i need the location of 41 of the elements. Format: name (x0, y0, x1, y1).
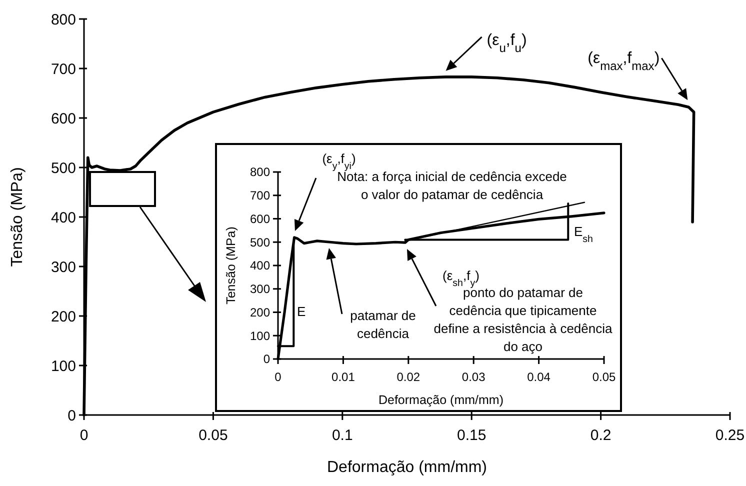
annotation: (ε$_{u}$,f$_{u}$) (486, 32, 527, 55)
y-tick-label: 600 (250, 212, 270, 226)
annotation: E (297, 304, 306, 319)
y-tick-label: 500 (250, 235, 270, 250)
y-tick-label: 0 (263, 352, 270, 366)
x-tick-label: 0.05 (592, 370, 616, 384)
annotation: (ε$_{max}$,f$_{max}$) (588, 50, 660, 74)
annotation: patamar de cedência (350, 308, 416, 341)
y-tick-label: 100 (250, 328, 270, 343)
x-tick-label: 0.05 (198, 427, 228, 444)
x-tick-label: 0.15 (457, 427, 486, 444)
x-axis-title: Deformação (mm/mm) (326, 459, 488, 476)
y-tick-label: 800 (250, 165, 270, 180)
y-tick-label: 400 (250, 258, 270, 273)
annotation: (ε$_{y}$,f$_{yi}$) (322, 151, 356, 172)
x-tick-label: 0 (274, 370, 282, 384)
x-axis-title: Deformação (mm/mm) (378, 393, 504, 407)
y-tick-label: 200 (50, 308, 76, 326)
y-tick-label: 200 (250, 305, 270, 320)
y-axis-title: Tensão (MPa) (9, 167, 26, 267)
y-tick-label: 700 (50, 60, 76, 78)
x-tick-label: 0.2 (590, 427, 612, 444)
y-tick-label: 400 (50, 209, 76, 226)
x-tick-label: 0 (80, 427, 88, 444)
y-tick-label: 700 (250, 188, 270, 203)
y-tick-label: 300 (50, 258, 76, 276)
y-tick-label: 600 (50, 110, 76, 128)
y-axis-title: Tensão (MPa) (224, 226, 238, 304)
y-tick-label: 0 (68, 407, 76, 424)
annotation: (ε$_{sh}$,f$_{y}$) (442, 268, 480, 288)
y-tick-label: 100 (50, 358, 76, 375)
x-tick-label: 0.25 (715, 427, 745, 444)
annotation: E$_{sh}$ (574, 224, 593, 244)
y-tick-label: 500 (50, 160, 76, 177)
x-tick-label: 0.02 (396, 370, 420, 384)
x-tick-label: 0.01 (332, 370, 356, 384)
y-tick-label: 300 (250, 282, 270, 296)
x-tick-label: 0.1 (332, 427, 353, 444)
y-tick-label: 800 (50, 11, 76, 28)
x-tick-label: 0.04 (527, 370, 551, 384)
x-tick-label: 0.03 (462, 370, 486, 384)
